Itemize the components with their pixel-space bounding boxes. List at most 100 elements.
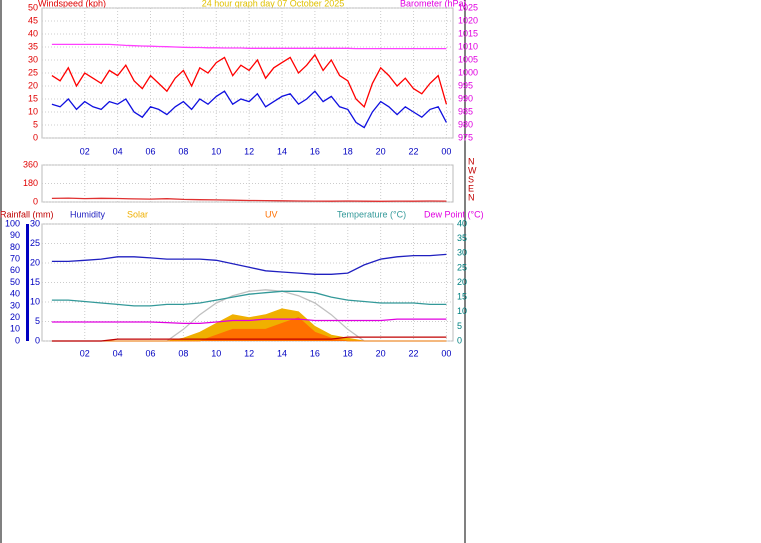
y2-tick-label: 1020 (458, 15, 478, 25)
y2-tick-label: 1010 (458, 41, 478, 51)
y-tick-label: 45 (28, 15, 38, 25)
x-tick-label: 22 (409, 146, 419, 156)
series-label: Dew Point (°C) (424, 209, 484, 219)
windspeed-label: Windspeed (kph) (38, 0, 106, 8)
y-tick-label: 40 (10, 289, 20, 299)
y-tick-label: 0 (33, 196, 38, 206)
y-tick-label: 30 (28, 54, 38, 64)
y2-tick-label: 1015 (458, 28, 478, 38)
y2-tick-label: 975 (458, 132, 473, 142)
y-tick-label: 10 (28, 106, 38, 116)
x-tick-label: 16 (310, 348, 320, 358)
y2-tick-label: 980 (458, 119, 473, 129)
x-tick-label: 02 (80, 348, 90, 358)
y2-tick-label: 1025 (458, 2, 478, 12)
y2-tick-label: 985 (458, 106, 473, 116)
y3-tick-label: 20 (30, 257, 40, 267)
x-tick-label: 08 (178, 348, 188, 358)
y2-tick-label: 1000 (458, 67, 478, 77)
line (51, 290, 447, 307)
y2-tick-label: 0 (457, 335, 462, 345)
y2-tick-label: 20 (457, 277, 467, 287)
y2-tick-label: 990 (458, 93, 473, 103)
x-tick-label: 12 (244, 348, 254, 358)
series-label: Humidity (70, 209, 106, 219)
y3-tick-label: 5 (35, 316, 40, 326)
area (51, 317, 447, 342)
x-tick-label: 10 (211, 146, 221, 156)
y-tick-label: 360 (23, 159, 38, 169)
chart-title: 24 hour graph day 07 October 2025 (202, 0, 345, 8)
y-tick-label: 40 (28, 28, 38, 38)
y-tick-label: 25 (28, 67, 38, 77)
x-tick-label: 14 (277, 348, 287, 358)
line (51, 253, 447, 275)
x-tick-label: 08 (178, 146, 188, 156)
y3-tick-label: 10 (30, 296, 40, 306)
direction-label: S (468, 174, 474, 184)
y-tick-label: 5 (33, 119, 38, 129)
x-tick-label: 20 (376, 146, 386, 156)
y3-tick-label: 15 (30, 277, 40, 287)
y-tick-label: 0 (33, 132, 38, 142)
x-tick-label: 00 (441, 146, 451, 156)
x-tick-label: 06 (145, 146, 155, 156)
series-label: Rainfall (mm) (0, 209, 54, 219)
line (51, 90, 447, 129)
plot-area (41, 164, 454, 203)
y3-tick-label: 25 (30, 238, 40, 248)
y2-tick-label: 995 (458, 80, 473, 90)
line (51, 53, 448, 108)
x-tick-label: 06 (145, 348, 155, 358)
direction-label: N (468, 156, 475, 166)
y2-tick-label: 15 (457, 292, 467, 302)
y2-tick-label: 10 (457, 306, 467, 316)
y-tick-label: 20 (28, 80, 38, 90)
series-label: UV (265, 209, 278, 219)
x-tick-label: 10 (211, 348, 221, 358)
series-label: Temperature (°C) (337, 209, 406, 219)
y-tick-label: 70 (10, 253, 20, 263)
y-tick-label: 80 (10, 242, 20, 252)
y2-tick-label: 30 (457, 248, 467, 258)
x-tick-label: 04 (113, 348, 123, 358)
y2-tick-label: 25 (457, 262, 467, 272)
y-tick-label: 180 (23, 178, 38, 188)
series-label: Solar (127, 209, 148, 219)
y-tick-label: 35 (28, 41, 38, 51)
y-tick-label: 20 (10, 312, 20, 322)
line (51, 43, 447, 50)
direction-label: E (468, 183, 474, 193)
y2-tick-label: 1005 (458, 54, 478, 64)
direction-label: W (468, 165, 477, 175)
y-tick-label: 15 (28, 93, 38, 103)
x-tick-label: 04 (113, 146, 123, 156)
x-tick-label: 18 (343, 348, 353, 358)
y2-tick-label: 5 (457, 321, 462, 331)
x-tick-label: 22 (409, 348, 419, 358)
y-tick-label: 50 (10, 277, 20, 287)
x-tick-label: 00 (441, 348, 451, 358)
x-tick-label: 20 (376, 348, 386, 358)
barometer-label: Barometer (hPa) (400, 0, 467, 8)
y2-tick-label: 35 (457, 233, 467, 243)
y-tick-label: 30 (10, 300, 20, 310)
y-tick-label: 10 (10, 324, 20, 334)
x-tick-label: 02 (80, 146, 90, 156)
y-tick-label: 90 (10, 230, 20, 240)
x-tick-label: 18 (343, 146, 353, 156)
x-tick-label: 16 (310, 146, 320, 156)
humidity-axis-bar (26, 224, 29, 341)
y3-tick-label: 0 (35, 335, 40, 345)
y-tick-label: 50 (28, 2, 38, 12)
line (51, 197, 447, 202)
y-tick-label: 60 (10, 265, 20, 275)
direction-label: N (468, 192, 475, 202)
y3-tick-label: 30 (30, 218, 40, 228)
line (51, 336, 447, 342)
y-tick-label: 100 (5, 218, 20, 228)
line (51, 318, 447, 325)
y2-tick-label: 40 (457, 218, 467, 228)
x-tick-label: 12 (244, 146, 254, 156)
